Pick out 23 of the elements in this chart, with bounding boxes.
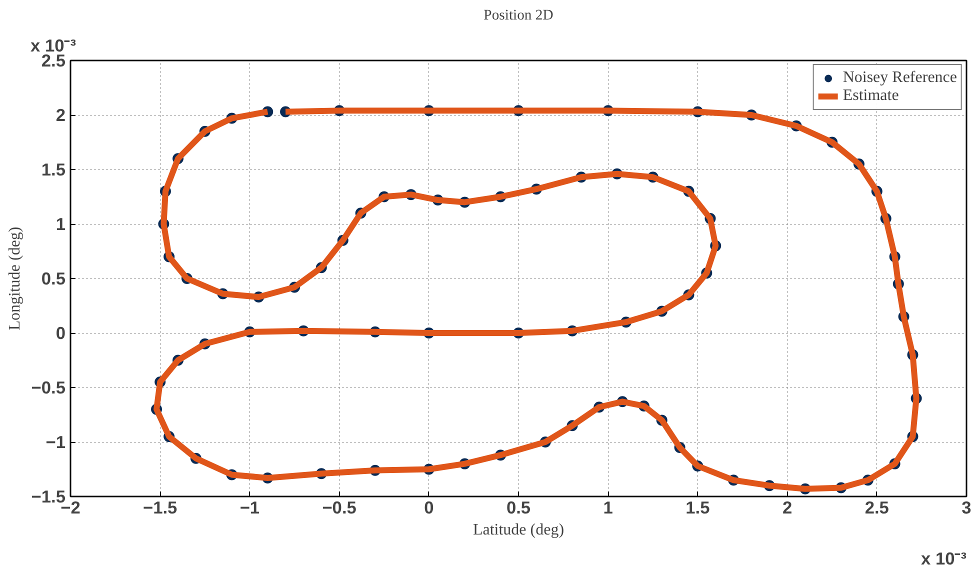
y-tick-label: −0.5 — [31, 378, 66, 398]
y-tick-label: 0 — [56, 323, 66, 343]
x-tick-label: 3 — [962, 498, 972, 518]
x-tick-label: 2 — [782, 498, 792, 518]
chart-title: Position 2D — [484, 8, 554, 24]
x-tick-label: 1.5 — [686, 498, 710, 518]
legend-label: Noisey Reference — [842, 69, 957, 87]
x-tick-label: −1.5 — [142, 498, 178, 518]
x-tick-label: 0 — [424, 498, 434, 518]
y-tick-label: 2 — [56, 105, 66, 125]
x-tick-label: −1 — [240, 498, 260, 518]
x-tick-label: −0.5 — [322, 498, 357, 518]
y-tick-label: 1.5 — [41, 160, 66, 180]
legend-label: Estimate — [842, 87, 899, 105]
x-axis-title: Latitude (deg) — [472, 522, 564, 538]
y-tick-label: 1 — [56, 214, 66, 234]
y-axis-title: Longitude (deg) — [6, 226, 24, 330]
x-tick-label: 2.5 — [864, 498, 890, 518]
text: x 10⁻³ — [921, 548, 967, 568]
x-tick-label: 0.5 — [506, 498, 531, 518]
y-tick-label: −1 — [46, 432, 66, 452]
x-tick-label: 1 — [603, 498, 614, 518]
y-tick-label: 0.5 — [41, 268, 66, 288]
